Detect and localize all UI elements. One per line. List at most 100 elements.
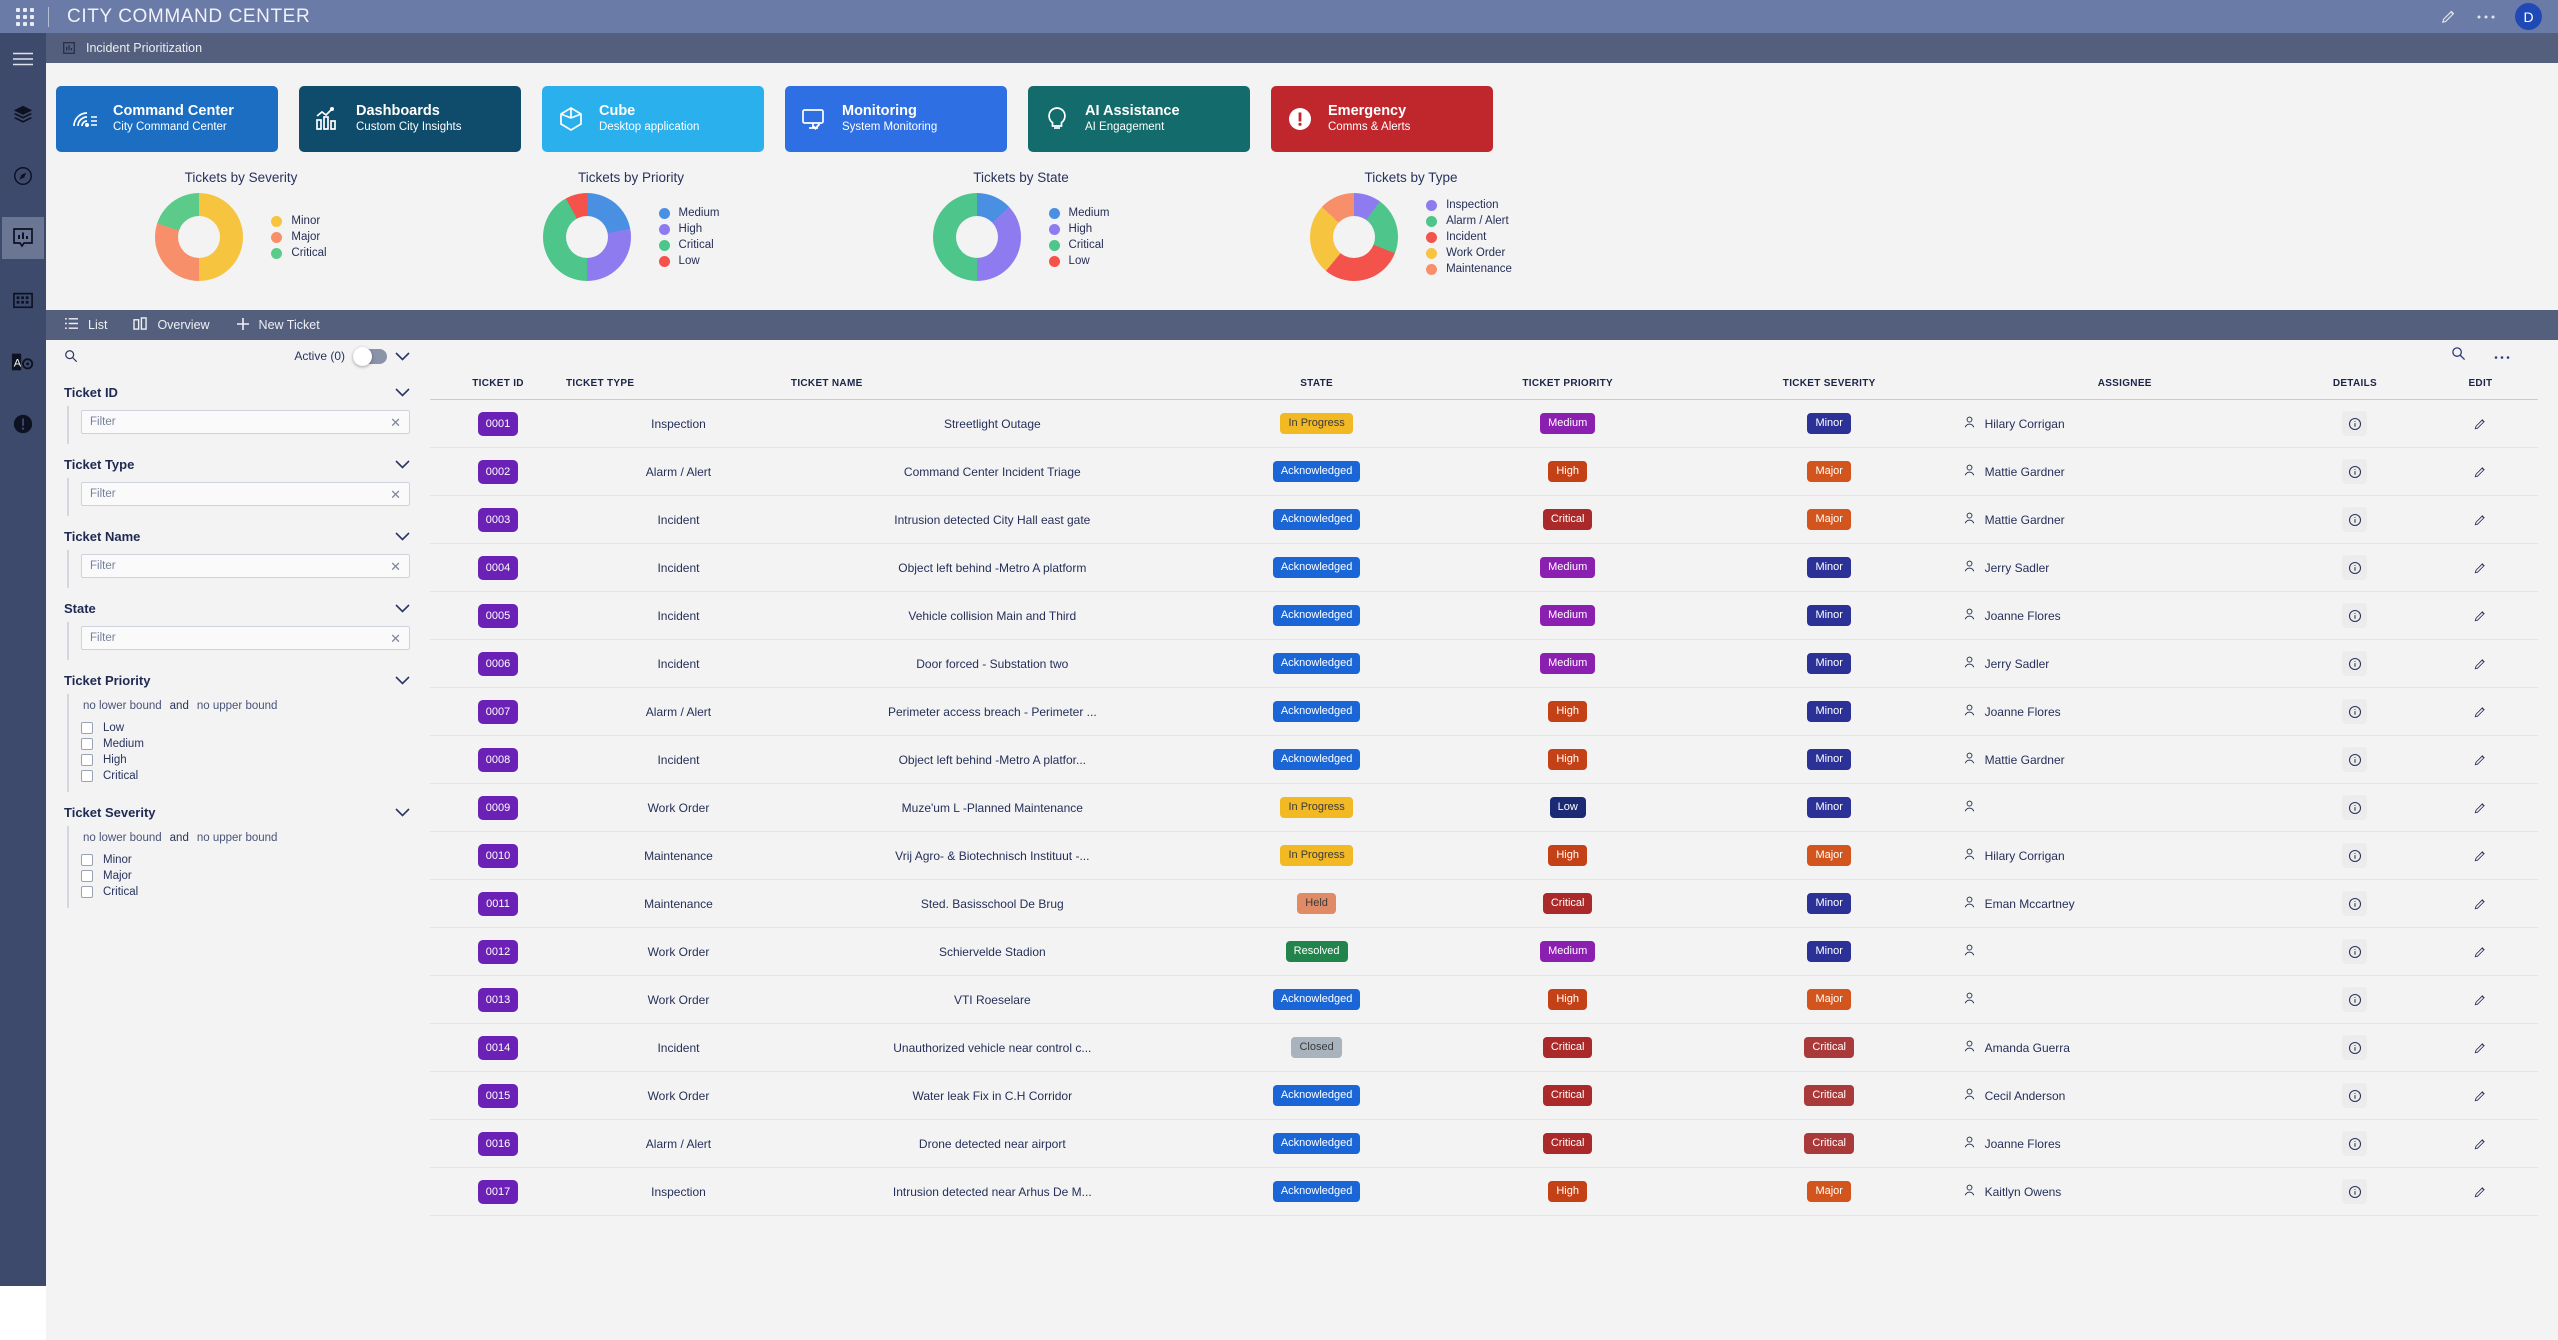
close-icon[interactable]: ✕ — [390, 486, 401, 502]
column-header-ticket-severity[interactable]: TICKET SEVERITY — [1695, 372, 1963, 400]
ticket-id-badge[interactable]: 0013 — [477, 987, 519, 1012]
checkbox[interactable] — [81, 738, 93, 750]
pencil-icon[interactable] — [2468, 555, 2493, 580]
alert-icon[interactable] — [2, 403, 44, 445]
filter-section-header[interactable]: Ticket ID — [64, 378, 410, 406]
chevron-down-icon[interactable] — [395, 807, 410, 817]
building-grid-icon[interactable] — [2, 279, 44, 321]
lower-bound-label[interactable]: no lower bound — [83, 700, 162, 712]
filter-input-wrapper[interactable]: ✕ — [81, 626, 410, 650]
column-header-ticket-priority[interactable]: TICKET PRIORITY — [1439, 372, 1696, 400]
ticket-id-badge[interactable]: 0005 — [477, 603, 519, 628]
info-icon[interactable] — [2342, 987, 2368, 1012]
sidebar-item-reports[interactable] — [2, 217, 44, 259]
checkbox-row[interactable]: Critical — [81, 886, 410, 898]
tile-ai-assistance[interactable]: AI Assistance AI Engagement — [1028, 86, 1250, 152]
pencil-icon[interactable] — [2468, 603, 2493, 628]
ticket-id-badge[interactable]: 0017 — [477, 1179, 519, 1204]
ticket-id-badge[interactable]: 0009 — [477, 795, 519, 820]
checkbox[interactable] — [81, 870, 93, 882]
table-row[interactable]: 0005 Incident Vehicle collision Main and T… — [430, 591, 2538, 640]
filter-section-header[interactable]: Ticket Severity — [64, 798, 410, 826]
filter-input-wrapper[interactable]: ✕ — [81, 410, 410, 434]
info-icon[interactable] — [2342, 1131, 2368, 1156]
filter-section-header[interactable]: Ticket Name — [64, 522, 410, 550]
checkbox-row[interactable]: Major — [81, 870, 410, 882]
checkbox-row[interactable]: Critical — [81, 770, 410, 782]
info-icon[interactable] — [2342, 699, 2368, 724]
ticket-id-badge[interactable]: 0008 — [477, 747, 519, 772]
close-icon[interactable]: ✕ — [390, 414, 401, 430]
pencil-icon[interactable] — [2468, 699, 2493, 724]
ticket-id-badge[interactable]: 0012 — [477, 939, 519, 964]
pencil-icon[interactable] — [2468, 939, 2493, 964]
table-row[interactable]: 0010 Maintenance Vrij Agro- & Biotechnisch… — [430, 831, 2538, 880]
table-row[interactable]: 0004 Incident Object left behind -Metro A … — [430, 543, 2538, 592]
tab-list[interactable]: List — [64, 317, 107, 333]
pencil-icon[interactable] — [2468, 795, 2493, 820]
info-icon[interactable] — [2342, 1179, 2368, 1204]
table-row[interactable]: 0014 Incident Unauthorized vehicle near co… — [430, 1023, 2538, 1072]
ticket-name-filter-input[interactable] — [90, 560, 391, 572]
checkbox-row[interactable]: Medium — [81, 738, 410, 750]
pencil-icon[interactable] — [2468, 987, 2493, 1012]
info-icon[interactable] — [2342, 843, 2368, 868]
pencil-icon[interactable] — [2468, 411, 2493, 436]
checkbox[interactable] — [81, 886, 93, 898]
table-row[interactable]: 0012 Work Order Schiervelde Stadion Resolve… — [430, 927, 2538, 976]
pencil-icon[interactable] — [2468, 1035, 2493, 1060]
search-icon[interactable] — [64, 349, 78, 363]
checkbox-row[interactable]: Minor — [81, 854, 410, 866]
compass-icon[interactable] — [2, 155, 44, 197]
tab-overview[interactable]: Overview — [133, 317, 210, 333]
checkbox-row[interactable]: High — [81, 754, 410, 766]
pencil-icon[interactable] — [2468, 1131, 2493, 1156]
table-row[interactable]: 0001 Inspection Streetlight Outage In Progr… — [430, 399, 2538, 448]
ticket-id-badge[interactable]: 0007 — [477, 699, 519, 724]
state-filter-input[interactable] — [90, 632, 391, 644]
checkbox[interactable] — [81, 754, 93, 766]
table-row[interactable]: 0015 Work Order Water leak Fix in C.H Corr… — [430, 1071, 2538, 1120]
info-icon[interactable] — [2342, 795, 2368, 820]
table-row[interactable]: 0006 Incident Door forced - Substation two… — [430, 639, 2538, 688]
info-icon[interactable] — [2342, 507, 2368, 532]
checkbox[interactable] — [81, 854, 93, 866]
checkbox-row[interactable]: Low — [81, 722, 410, 734]
filter-section-header[interactable]: Ticket Priority — [64, 666, 410, 694]
ticket-id-badge[interactable]: 0011 — [478, 891, 518, 916]
info-icon[interactable] — [2342, 651, 2368, 676]
hamburger-icon[interactable] — [2, 45, 44, 73]
upper-bound-label[interactable]: no upper bound — [196, 832, 278, 844]
column-header-ticket-type[interactable]: TICKET TYPE — [566, 372, 791, 400]
app-grid-icon[interactable] — [16, 7, 34, 26]
pencil-icon[interactable] — [2440, 8, 2457, 25]
upper-bound-label[interactable]: no upper bound — [196, 700, 278, 712]
pencil-icon[interactable] — [2468, 459, 2493, 484]
active-filters-toggle[interactable] — [353, 346, 387, 366]
chevron-down-icon[interactable] — [395, 675, 410, 685]
table-row[interactable]: 0009 Work Order Muze'um L -Planned Mainten… — [430, 783, 2538, 832]
tile-cube[interactable]: Cube Desktop application — [542, 86, 764, 152]
ticket-id-badge[interactable]: 0002 — [477, 459, 519, 484]
tile-monitoring[interactable]: Monitoring System Monitoring — [785, 86, 1007, 152]
close-icon[interactable]: ✕ — [390, 558, 401, 574]
layers-icon[interactable] — [2, 93, 44, 135]
ticket-id-badge[interactable]: 0006 — [477, 651, 519, 676]
table-row[interactable]: 0003 Incident Intrusion detected City Hall… — [430, 495, 2538, 544]
table-row[interactable]: 0008 Incident Object left behind -Metro A … — [430, 735, 2538, 784]
ellipsis-icon[interactable] — [2477, 14, 2495, 20]
tile-command-center[interactable]: Command Center City Command Center — [56, 86, 278, 152]
info-icon[interactable] — [2342, 747, 2368, 772]
chevron-down-icon[interactable] — [395, 459, 410, 469]
info-icon[interactable] — [2342, 459, 2368, 484]
lower-bound-label[interactable]: no lower bound — [83, 832, 162, 844]
ticket-id-badge[interactable]: 0010 — [477, 843, 519, 868]
column-header-assignee[interactable]: ASSIGNEE — [1962, 372, 2287, 400]
ellipsis-icon[interactable] — [2494, 347, 2510, 365]
avatar[interactable]: D — [2515, 3, 2542, 30]
filter-input-wrapper[interactable]: ✕ — [81, 554, 410, 578]
pencil-icon[interactable] — [2468, 747, 2493, 772]
table-row[interactable]: 0007 Alarm / Alert Perimeter access breach… — [430, 687, 2538, 736]
column-header-ticket-id[interactable]: TICKET ID — [430, 372, 566, 400]
table-row[interactable]: 0017 Inspection Intrusion detected near Ar… — [430, 1167, 2538, 1216]
